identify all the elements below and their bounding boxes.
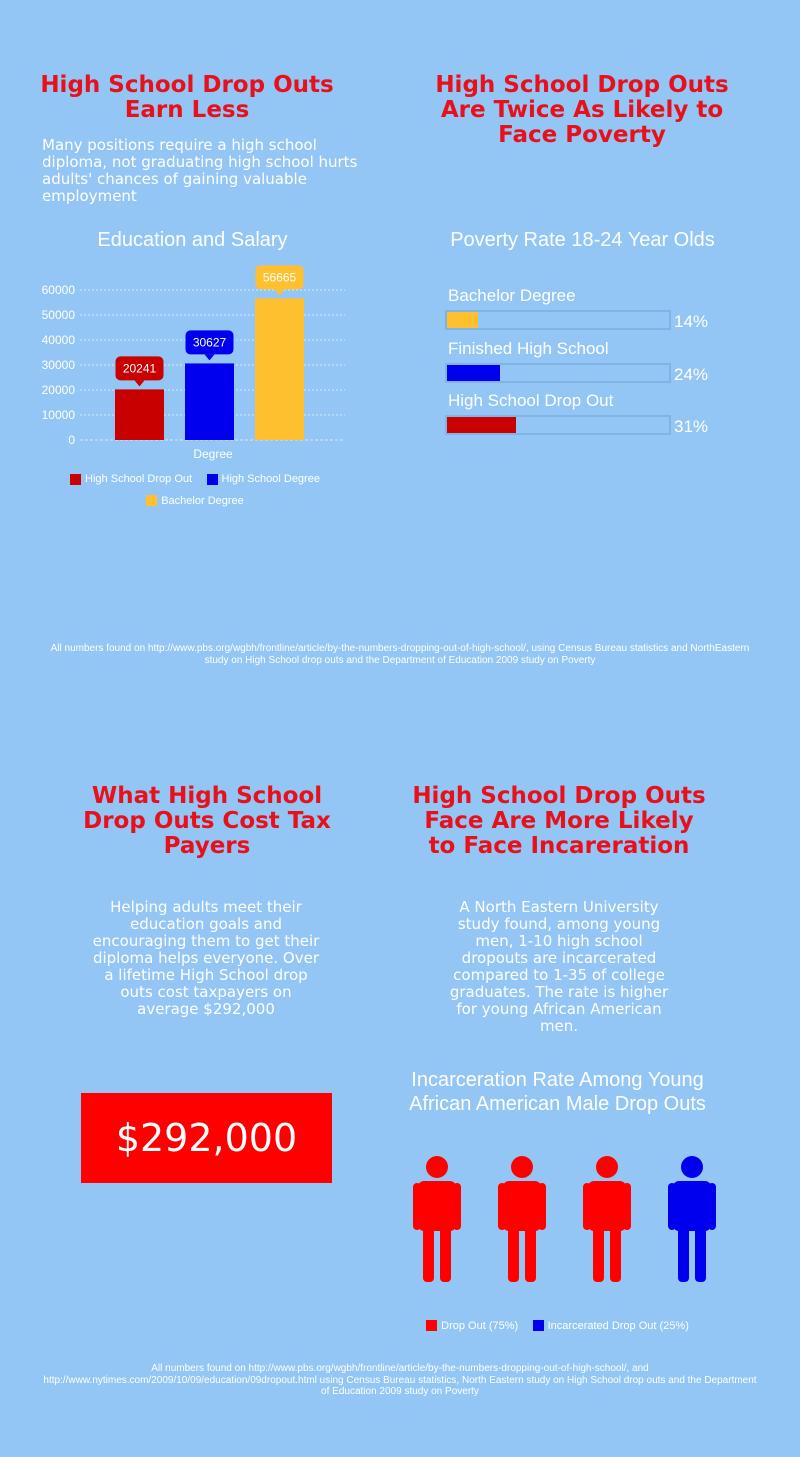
salary-chart-legend: High School Drop Out High School Degree … <box>30 469 360 512</box>
salary-value-bubble-1 <box>185 330 234 355</box>
incarceration-title: High School Drop Outs Face Are More Like… <box>412 783 706 859</box>
legend-swatch-highschool <box>206 473 218 485</box>
person-icon-incarcerated <box>668 1156 716 1282</box>
poverty-value-dropout: 31% <box>674 417 709 436</box>
salary-value-bubble-2 <box>255 265 304 290</box>
legend-label-dropout: High School Drop Out <box>85 473 193 485</box>
legend-swatch-dropout <box>70 473 82 485</box>
salary-ytick-label: 40000 <box>42 333 76 347</box>
poverty-label-dropout: High School Drop Out <box>448 391 614 410</box>
legend-item-highschool[interactable]: High School Degree <box>206 469 320 489</box>
poverty-row-bachelor: Bachelor Degree 14% <box>445 286 735 336</box>
source-note-2: All numbers found on http://www.pbs.org/… <box>43 1363 757 1397</box>
poverty-bar-highschool <box>447 365 501 381</box>
salary-ytick-label: 10000 <box>42 408 76 422</box>
legend-swatch-bachelor <box>146 495 158 506</box>
poverty-value-bachelor: 14% <box>674 312 709 331</box>
legend-item-bachelor[interactable]: Bachelor Degree <box>146 491 244 511</box>
source-note-1: All numbers found on http://www.pbs.org/… <box>50 643 750 666</box>
incarceration-text: A North Eastern University study found, … <box>449 898 669 1035</box>
salary-value-bubble-0 <box>115 356 164 381</box>
poverty-track-dropout <box>445 415 671 435</box>
earn-less-title: High School Drop Outs Earn Less <box>40 72 334 123</box>
pictogram-legend: Drop Out (75%) Incarcerated Drop Out (25… <box>380 1318 735 1336</box>
salary-value-pointer-1 <box>204 354 215 361</box>
salary-value-label-0: 20241 <box>123 361 157 375</box>
legend-item-dropout[interactable]: High School Drop Out <box>70 469 192 489</box>
legend-label-dropout-75: Drop Out (75%) <box>441 1319 519 1332</box>
person-icon-dropout <box>583 1156 631 1282</box>
earn-less-text: Many positions require a high school dip… <box>42 136 358 205</box>
poverty-chart-title: Poverty Rate 18-24 Year Olds <box>450 229 715 251</box>
legend-label-incarcerated: Incarcerated Drop Out (25%) <box>547 1319 689 1332</box>
person-icon-dropout <box>413 1156 461 1282</box>
salary-bar-0[interactable] <box>115 389 164 440</box>
tax-cost-text: Helping adults meet their education goal… <box>92 898 320 1018</box>
poverty-bar-bachelor <box>447 312 479 328</box>
poverty-label-bachelor: Bachelor Degree <box>448 286 576 305</box>
incarceration-chart-title: Incarceration Rate Among Young African A… <box>409 1069 706 1115</box>
legend-item-incarcerated[interactable]: Incarcerated Drop Out (25%) <box>532 1319 689 1332</box>
salary-ytick-label: 50000 <box>42 308 76 322</box>
legend-label-highschool: High School Degree <box>221 473 320 485</box>
cost-amount-box: $292,000 <box>81 1093 332 1183</box>
legend-swatch-dropout-75 <box>426 1320 438 1331</box>
person-icon-dropout <box>498 1156 546 1282</box>
poverty-title: High School Drop Outs Are Twice As Likel… <box>435 72 729 148</box>
poverty-row-highschool: Finished High School 24% <box>445 339 735 389</box>
salary-x-axis-label: Degree <box>193 447 233 461</box>
salary-chart-title: Education and Salary <box>97 229 288 251</box>
poverty-bar-dropout <box>447 417 516 433</box>
salary-bar-chart: 0 10000 20000 30000 40000 50000 60000 20241 3062… <box>42 265 345 461</box>
poverty-row-dropout: High School Drop Out 31% <box>445 391 735 441</box>
poverty-track-bachelor <box>445 310 671 330</box>
poverty-label-highschool: Finished High School <box>448 339 609 358</box>
salary-ytick-label: 0 <box>68 433 75 447</box>
salary-value-pointer-2 <box>274 289 285 296</box>
salary-value-label-2: 56665 <box>263 270 297 284</box>
poverty-value-highschool: 24% <box>674 365 709 384</box>
legend-label-bachelor: Bachelor Degree <box>161 494 244 507</box>
salary-bar-2[interactable] <box>255 298 304 440</box>
legend-swatch-incarcerated <box>532 1320 544 1331</box>
legend-item-dropout-75[interactable]: Drop Out (75%) <box>426 1320 518 1332</box>
salary-value-label-1: 30627 <box>193 335 227 349</box>
salary-bar-1[interactable] <box>185 363 234 440</box>
salary-ytick-label: 20000 <box>42 383 76 397</box>
salary-ytick-label: 30000 <box>42 358 76 372</box>
poverty-track-highschool <box>445 363 671 383</box>
tax-cost-title: What High School Drop Outs Cost Tax Paye… <box>83 783 331 859</box>
salary-ytick-label: 60000 <box>42 283 76 297</box>
incarceration-pictogram <box>413 1156 716 1282</box>
salary-value-pointer-0 <box>134 380 145 387</box>
